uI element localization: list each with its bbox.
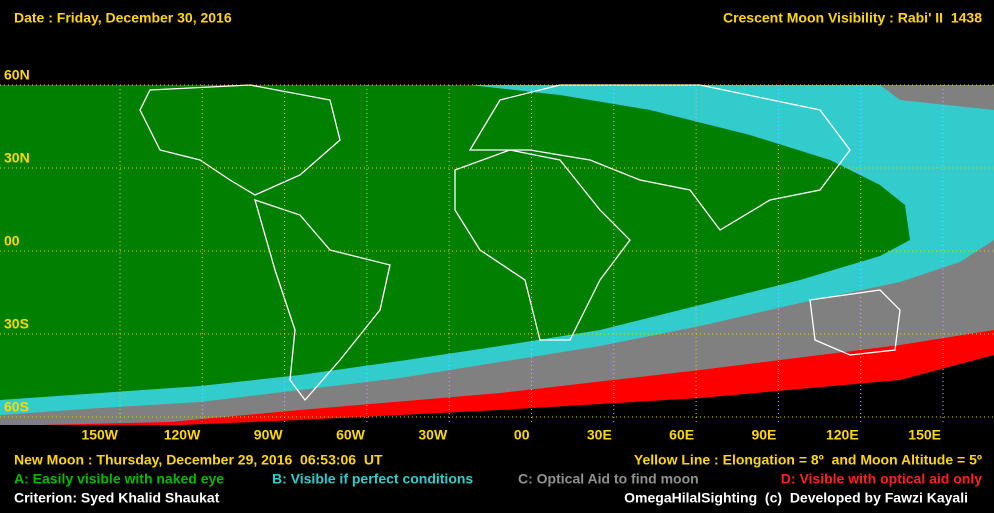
longitude-label: 150W [81, 427, 118, 443]
longitude-label: 60W [336, 427, 366, 443]
latitude-label: 30S [4, 316, 29, 332]
longitude-label: 30E [587, 427, 612, 443]
longitude-label: 120E [826, 427, 859, 443]
longitude-label: 30W [418, 427, 448, 443]
title: Crescent Moon Visibility : Rabi' II 1438 [723, 10, 982, 26]
zone-a [0, 85, 910, 400]
criterion: Criterion: Syed Khalid Shaukat [14, 490, 220, 506]
longitude-label: 150E [908, 427, 941, 443]
longitude-label: 120W [164, 427, 201, 443]
longitude-label: 90E [751, 427, 776, 443]
latitude-label: 00 [4, 233, 20, 249]
yellow-line-note: Yellow Line : Elongation = 8º and Moon A… [634, 452, 982, 468]
longitude-label: 90W [254, 427, 284, 443]
legend-d: D: Visible with optical aid only [781, 471, 982, 487]
land-outlines [139, 84, 901, 402]
longitude-label: 00 [514, 427, 530, 443]
legend-c: C: Optical Aid to find moon [518, 471, 699, 487]
credit: OmegaHilalSighting (c) Developed by Fawz… [624, 490, 968, 506]
latitude-label: 60N [4, 67, 30, 83]
graticule [0, 84, 994, 425]
latitude-label: 30N [4, 150, 30, 166]
date: Date : Friday, December 30, 2016 [14, 10, 232, 26]
labels: 60N 30N 00 30S 60S 150W 120W 90W 60W 30W 00 30E 60E 9… [4, 67, 941, 443]
latitude-label: 60S [4, 399, 29, 415]
new-moon: New Moon : Thursday, December 29, 2016 0… [14, 452, 383, 468]
longitude-label: 60E [669, 427, 694, 443]
legend-a: A: Easily visible with naked eye [14, 471, 224, 487]
legend-b: B: Visible if perfect conditions [272, 471, 473, 487]
